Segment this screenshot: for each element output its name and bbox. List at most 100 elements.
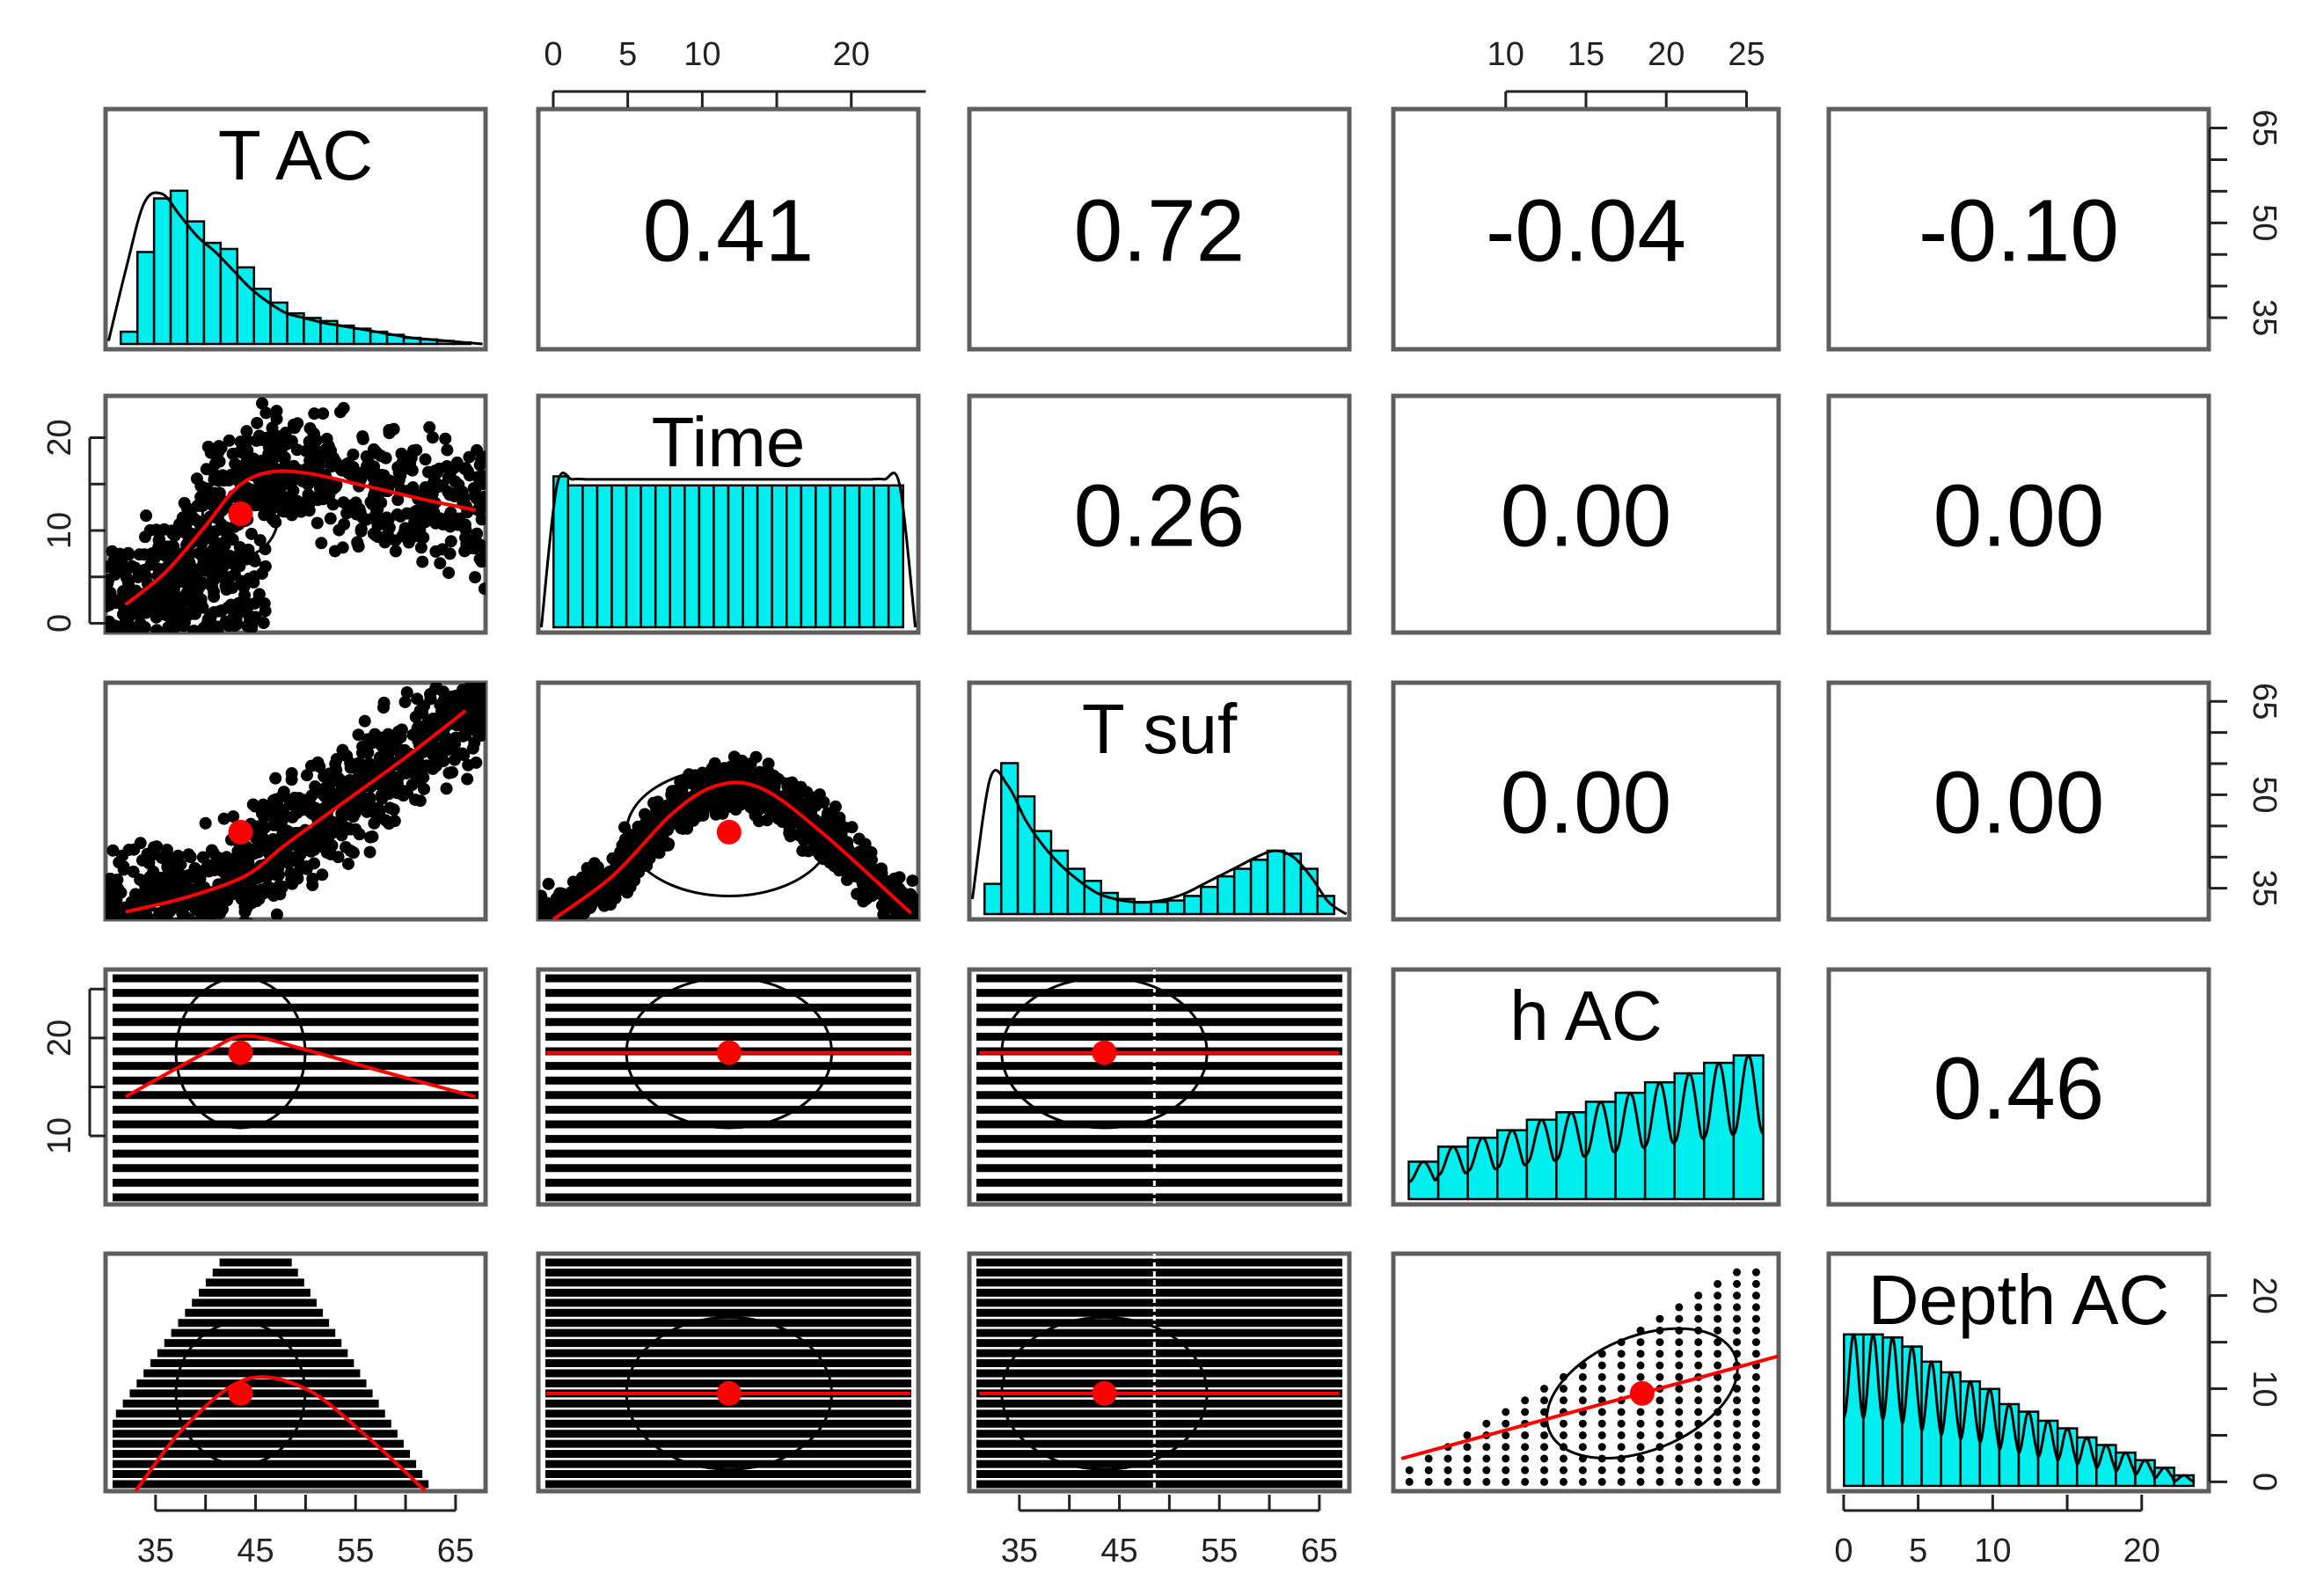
- data-point: [185, 527, 198, 540]
- data-point: [1714, 1430, 1722, 1439]
- data-point: [406, 766, 420, 779]
- data-point: [211, 622, 224, 633]
- data-point: [426, 487, 439, 501]
- data-point: [310, 434, 323, 447]
- scatter-t-ac-vs-time: [106, 397, 486, 650]
- data-point: [285, 794, 298, 808]
- data-point: [1502, 1466, 1510, 1474]
- data-point: [245, 918, 254, 919]
- data-point: [398, 695, 412, 708]
- scatter-time-vs-t-suf: [538, 750, 918, 938]
- data-point: [150, 624, 164, 633]
- data-point: [1655, 1372, 1664, 1381]
- data-point: [538, 926, 551, 938]
- data-point: [1714, 1303, 1722, 1312]
- data-point: [1714, 1314, 1722, 1323]
- data-point: [468, 736, 481, 750]
- data-point: [1597, 1430, 1606, 1439]
- data-point: [287, 459, 300, 472]
- data-point: [1636, 1408, 1645, 1416]
- data-point: [419, 453, 432, 466]
- histogram-bar: [727, 484, 744, 629]
- data-point: [458, 713, 471, 727]
- data-point: [117, 912, 130, 919]
- data-point: [259, 406, 273, 420]
- data-point: [247, 575, 260, 589]
- data-point: [1617, 1430, 1626, 1439]
- data-point: [383, 423, 396, 436]
- data-point: [224, 614, 238, 627]
- data-point: [159, 586, 172, 599]
- data-point: [208, 590, 221, 604]
- scatter-t-suf-vs-depth-ac: [976, 1254, 1342, 1491]
- data-point: [140, 570, 153, 583]
- data-point: [124, 933, 136, 946]
- data-point: [560, 917, 571, 919]
- data-point: [126, 585, 139, 598]
- data-point: [113, 926, 125, 938]
- data-point: [470, 492, 483, 505]
- data-point: [194, 593, 208, 606]
- data-point: [169, 944, 181, 956]
- data-point: [104, 942, 116, 955]
- variable-label-h-ac: h AC: [1509, 977, 1662, 1055]
- data-point: [1714, 1291, 1722, 1300]
- data-point: [896, 910, 910, 919]
- data-point: [708, 757, 721, 770]
- data-point: [668, 785, 681, 798]
- histogram-bar: [844, 484, 861, 629]
- data-point: [168, 529, 181, 542]
- data-point: [306, 879, 319, 892]
- data-point: [302, 836, 315, 849]
- panel-frame-r0-c1: [536, 106, 921, 352]
- data-point: [617, 870, 630, 883]
- data-point: [1694, 1430, 1703, 1439]
- data-point: [1636, 1443, 1645, 1452]
- data-point: [545, 924, 558, 936]
- data-point: [299, 494, 312, 508]
- data-point: [259, 543, 272, 556]
- data-point: [183, 913, 196, 919]
- data-point: [1559, 1477, 1568, 1486]
- panel-frame-r0-c2: [967, 106, 1352, 352]
- data-point: [1502, 1443, 1510, 1452]
- data-point: [349, 796, 362, 809]
- data-point: [168, 859, 181, 872]
- panel-frame-r2-c3: [1391, 680, 1781, 922]
- data-point: [479, 721, 486, 734]
- data-point: [391, 494, 405, 507]
- data-point: [548, 920, 560, 933]
- data-point: [474, 696, 486, 709]
- data-point: [478, 543, 486, 556]
- data-point: [291, 872, 304, 885]
- data-point: [1540, 1385, 1549, 1394]
- axis-tick-label: 5: [1909, 1533, 1927, 1569]
- data-point: [1751, 1279, 1760, 1288]
- data-point: [465, 702, 479, 715]
- data-point: [875, 899, 888, 912]
- correlation-value: 0.00: [1933, 754, 2105, 852]
- data-point: [1733, 1314, 1742, 1323]
- data-point: [730, 755, 743, 768]
- data-point: [547, 924, 559, 936]
- data-point: [341, 857, 354, 870]
- data-point: [241, 434, 254, 447]
- data-point: [1714, 1477, 1722, 1486]
- variable-label-time: Time: [652, 403, 806, 481]
- data-point: [111, 638, 123, 650]
- histogram-bar: [1316, 895, 1335, 916]
- data-point: [1751, 1385, 1760, 1394]
- data-point: [311, 756, 325, 769]
- data-point: [248, 800, 261, 813]
- data-point: [459, 531, 472, 545]
- data-point: [1540, 1443, 1549, 1452]
- data-point: [294, 846, 307, 860]
- data-point: [1714, 1443, 1722, 1452]
- data-point: [164, 921, 177, 933]
- axis-tick-label: 65: [2246, 109, 2283, 146]
- data-point: [1617, 1372, 1626, 1381]
- data-point: [196, 851, 209, 864]
- data-point: [106, 844, 120, 857]
- axis-tick-label: 35: [1001, 1533, 1038, 1569]
- data-point: [1675, 1419, 1684, 1428]
